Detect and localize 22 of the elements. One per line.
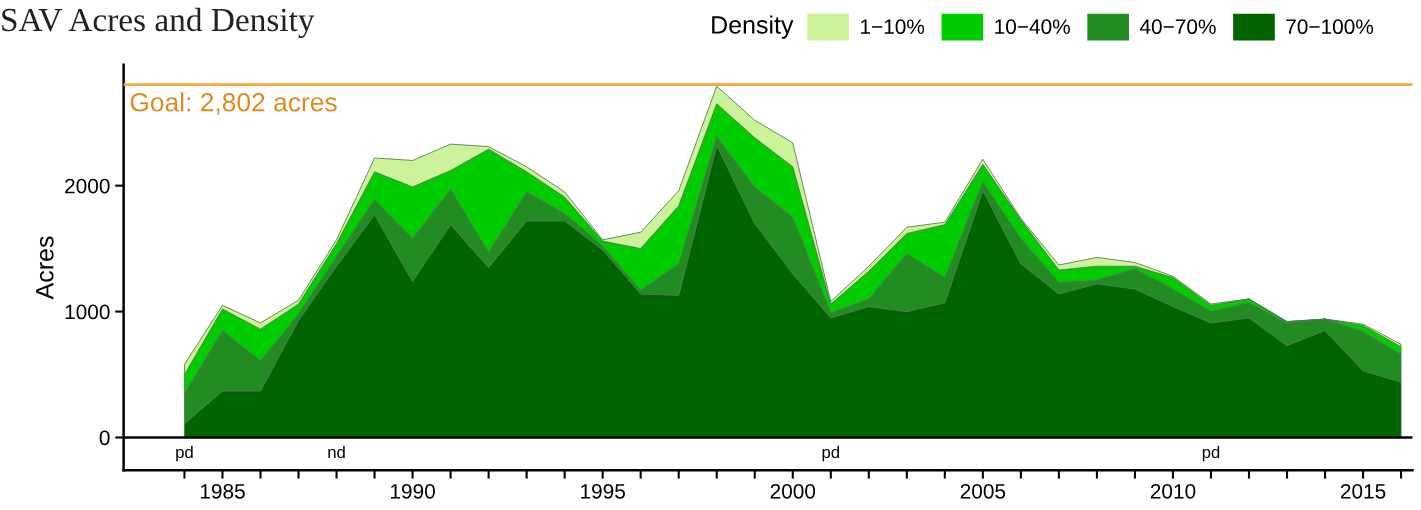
y-tick-label: 0 bbox=[99, 430, 110, 446]
x-tick-label: 1995 bbox=[581, 483, 625, 499]
x-tick-label: 2015 bbox=[1340, 483, 1386, 499]
legend-label: 1−10% bbox=[861, 19, 925, 35]
y-tick-label: 1000 bbox=[65, 304, 110, 320]
legend-label: 40−70% bbox=[1139, 19, 1216, 35]
legend-label: 10−40% bbox=[995, 19, 1070, 35]
x-tick-label: 1990 bbox=[390, 483, 435, 499]
annotation: pd bbox=[822, 445, 839, 462]
x-tick-label: 2000 bbox=[770, 483, 816, 499]
annotation: nd bbox=[328, 445, 345, 459]
y-axis-title: Acres bbox=[36, 236, 54, 300]
x-tick-label: 2005 bbox=[960, 483, 1006, 499]
ref-line-label: Goal: 2,802 acres bbox=[130, 92, 337, 115]
annotation: pd bbox=[1202, 445, 1220, 462]
y-tick-label: 2000 bbox=[65, 178, 110, 194]
chart-title: SAV Acres and Density bbox=[2, 7, 315, 39]
legend-label: 70−100% bbox=[1286, 19, 1374, 35]
x-tick-label: 1985 bbox=[200, 483, 245, 499]
legend-title: Density bbox=[712, 15, 794, 39]
annotation: pd bbox=[176, 445, 193, 462]
x-tick-label: 2010 bbox=[1150, 483, 1196, 499]
